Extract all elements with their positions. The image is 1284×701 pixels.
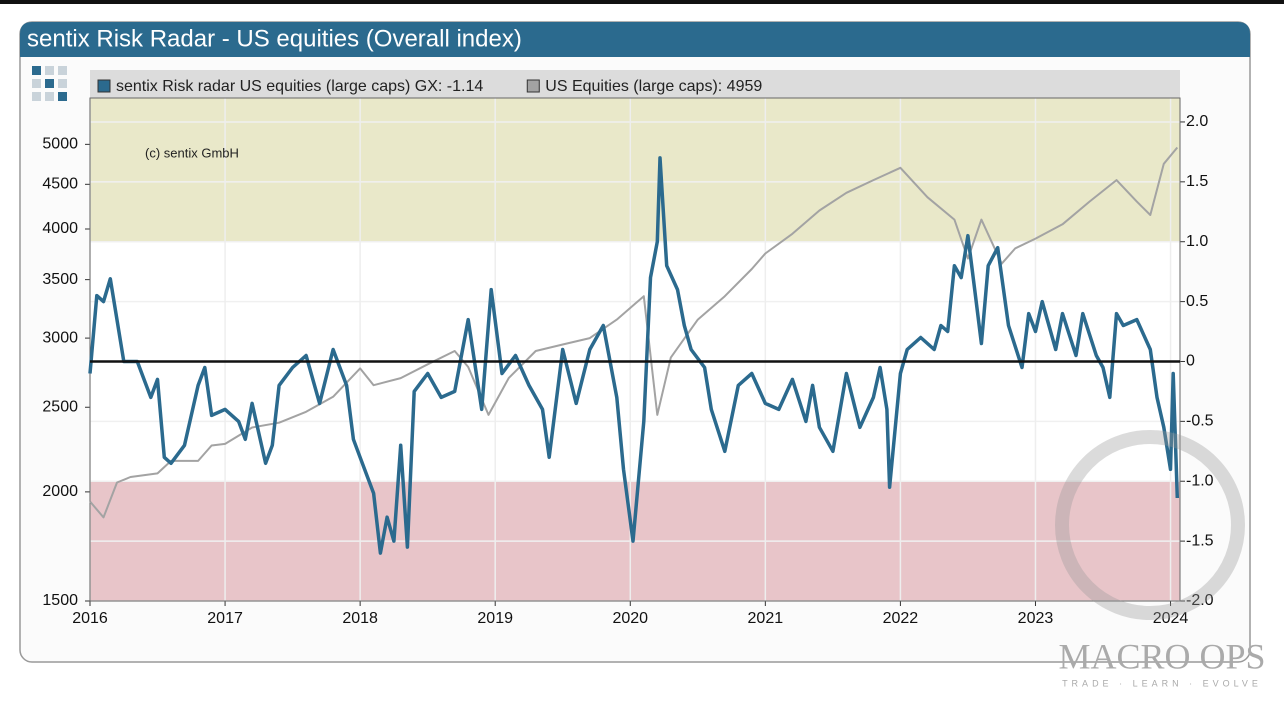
y2-tick-label: 1.5 <box>1186 173 1208 190</box>
series-line <box>88 156 1180 555</box>
legend-label: US Equities (large caps): 4959 <box>545 78 762 95</box>
title-bar <box>20 22 1250 57</box>
x-tick-label: 2016 <box>72 610 108 627</box>
x-tick-label: 2017 <box>207 610 243 627</box>
x-tick-label: 2023 <box>1018 610 1054 627</box>
legend <box>90 70 1180 98</box>
y2-tick-label: 0.5 <box>1186 293 1208 310</box>
top-rule <box>0 0 1284 4</box>
plot-border <box>89 97 1181 602</box>
y-tick-label: 3500 <box>42 271 78 288</box>
chart-title: sentix Risk Radar - US equities (Overall… <box>27 25 522 52</box>
logo <box>32 66 67 101</box>
series-line <box>89 146 1179 519</box>
y-tick-label: 4500 <box>42 176 78 193</box>
y2-tick-label: -2.0 <box>1186 592 1214 609</box>
y2-tick-label: -0.5 <box>1186 413 1214 430</box>
legend-item: US Equities (large caps): 4959 <box>526 78 762 95</box>
legend-label: sentix Risk radar US equities (large cap… <box>116 78 483 95</box>
x-tick-label: 2020 <box>612 610 648 627</box>
watermark-title: MACRO OPS <box>1058 636 1265 676</box>
watermark-logo <box>1055 430 1245 620</box>
y-tick-label: 5000 <box>42 136 78 153</box>
y2-tick-label: 0 <box>1186 353 1195 370</box>
legend-item: sentix Risk radar US equities (large cap… <box>97 78 483 95</box>
x-tick-label: 2024 <box>1153 610 1189 627</box>
legend-swatch <box>97 79 111 93</box>
x-tick-label: 2019 <box>477 610 513 627</box>
y2-tick-label: -1.0 <box>1186 472 1214 489</box>
legend-swatch <box>526 79 540 93</box>
y-tick-label: 3000 <box>42 329 78 346</box>
y-tick-label: 1500 <box>42 592 78 609</box>
x-tick-label: 2022 <box>883 610 919 627</box>
y2-tick-label: 2.0 <box>1186 113 1208 130</box>
y2-tick-label: -1.5 <box>1186 532 1214 549</box>
y-tick-label: 2000 <box>42 483 78 500</box>
annotation: (c) sentix GmbH <box>145 145 239 160</box>
watermark-tagline: TRADE · LEARN · EVOLVE <box>1062 678 1262 688</box>
y-tick-label: 4000 <box>42 220 78 237</box>
band <box>90 98 1180 242</box>
y2-tick-label: 1.0 <box>1186 233 1208 250</box>
y-tick-label: 2500 <box>42 398 78 415</box>
x-tick-label: 2021 <box>748 610 784 627</box>
x-tick-label: 2018 <box>342 610 378 627</box>
